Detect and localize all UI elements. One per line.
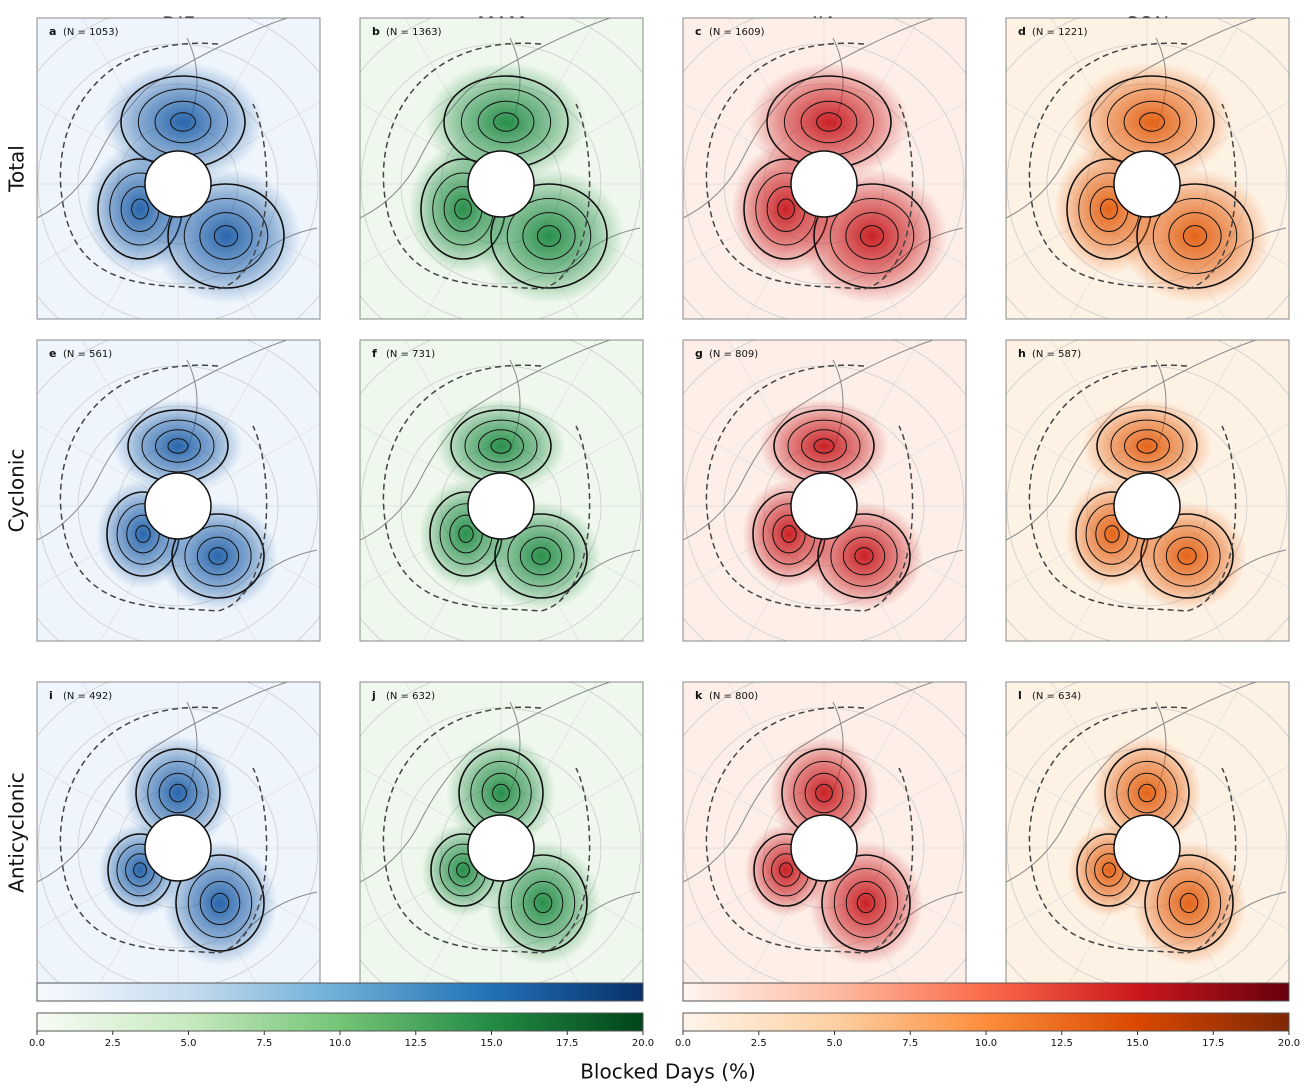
- colorbar-tick-label: 2.5: [751, 1038, 767, 1049]
- pole-hole: [145, 151, 211, 217]
- panel-count: (N = 1363): [386, 27, 442, 38]
- panel-letter: d: [1018, 25, 1026, 38]
- pole-hole: [791, 151, 857, 217]
- colorbar-tick-label: 7.5: [256, 1038, 272, 1049]
- panel-count: (N = 1053): [63, 27, 119, 38]
- colorbar-tick-label: 5.0: [181, 1038, 197, 1049]
- pole-hole: [791, 473, 857, 539]
- pole-hole: [145, 815, 211, 881]
- pole-hole: [1114, 151, 1180, 217]
- colorbar: [683, 983, 1289, 1001]
- row-title: Anticyclonic: [5, 772, 29, 893]
- panel-letter: c: [695, 25, 702, 38]
- panel-count: (N = 492): [63, 691, 112, 702]
- panel-letter: i: [49, 689, 53, 702]
- panel-count: (N = 1609): [709, 27, 765, 38]
- panel-letter: l: [1018, 689, 1022, 702]
- pole-hole: [145, 473, 211, 539]
- panel-count: (N = 809): [709, 349, 758, 360]
- panel-letter: a: [49, 25, 56, 38]
- panel-letter: g: [695, 347, 703, 360]
- colorbar-tick-label: 10.0: [975, 1038, 997, 1049]
- colorbar-tick-label: 17.5: [556, 1038, 578, 1049]
- figure: Blocked Days (%) DJFMAMJJASONTotalCyclon…: [0, 0, 1304, 1085]
- panel-count: (N = 561): [63, 349, 112, 360]
- pole-hole: [468, 151, 534, 217]
- colorbar-tick-label: 0.0: [675, 1038, 691, 1049]
- pole-hole: [468, 473, 534, 539]
- colorbar: [37, 983, 643, 1001]
- panel-letter: f: [372, 347, 377, 360]
- colorbar-tick-label: 20.0: [632, 1038, 654, 1049]
- colorbar-label: Blocked Days (%): [580, 1060, 756, 1084]
- colorbar-tick-label: 10.0: [329, 1038, 351, 1049]
- colorbar-tick-label: 5.0: [827, 1038, 843, 1049]
- colorbar-tick-label: 15.0: [1126, 1038, 1148, 1049]
- colorbar-tick-label: 0.0: [29, 1038, 45, 1049]
- panel-letter: b: [372, 25, 380, 38]
- pole-hole: [1114, 815, 1180, 881]
- colorbar-tick-label: 20.0: [1278, 1038, 1300, 1049]
- panel-count: (N = 800): [709, 691, 758, 702]
- colorbar: [683, 1013, 1289, 1031]
- panel-letter: e: [49, 347, 56, 360]
- panel-count: (N = 632): [386, 691, 435, 702]
- panel-letter: h: [1018, 347, 1026, 360]
- panel-count: (N = 587): [1032, 349, 1081, 360]
- panel-count: (N = 1221): [1032, 27, 1088, 38]
- colorbar-tick-label: 2.5: [105, 1038, 121, 1049]
- colorbar: [37, 1013, 643, 1031]
- row-title: Total: [5, 145, 29, 193]
- pole-hole: [791, 815, 857, 881]
- colorbar-tick-label: 7.5: [902, 1038, 918, 1049]
- colorbar-tick-label: 12.5: [405, 1038, 427, 1049]
- pole-hole: [468, 815, 534, 881]
- panel-count: (N = 731): [386, 349, 435, 360]
- colorbar-tick-label: 15.0: [480, 1038, 502, 1049]
- panel-letter: k: [695, 689, 703, 702]
- colorbar-tick-label: 12.5: [1051, 1038, 1073, 1049]
- panel-letter: j: [371, 689, 376, 702]
- panel-count: (N = 634): [1032, 691, 1081, 702]
- row-title: Cyclonic: [5, 449, 29, 533]
- pole-hole: [1114, 473, 1180, 539]
- colorbar-tick-label: 17.5: [1202, 1038, 1224, 1049]
